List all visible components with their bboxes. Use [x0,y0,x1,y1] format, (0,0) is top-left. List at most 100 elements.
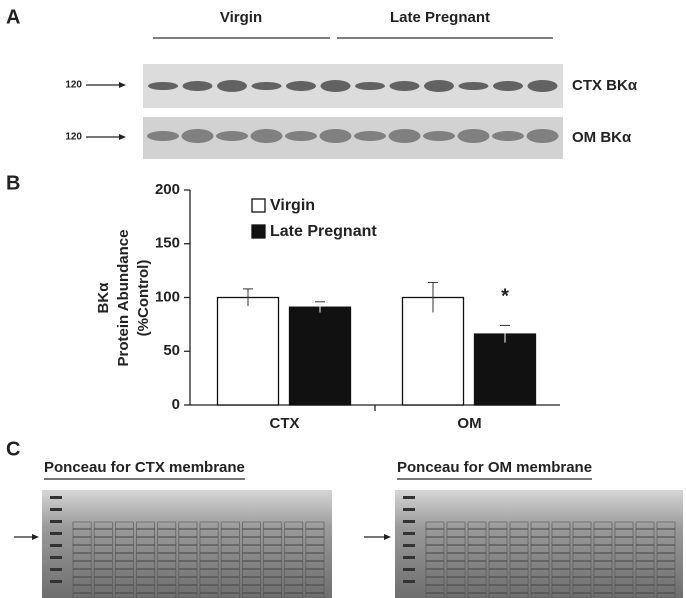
lane-band [242,528,261,530]
bar-chart: 0 50 100 150 200 BKα Protein Abundance (%Contro… [95,181,560,432]
lane-band [510,576,528,578]
lane-band [115,536,134,538]
lane-band [157,552,176,554]
lane-band [657,560,675,562]
lane-band [94,552,113,554]
lane-band [178,592,197,594]
lane-band [157,536,176,538]
lane-band [594,576,612,578]
lane-band [94,560,113,562]
ladder-band [50,520,62,523]
lane-band [94,584,113,586]
bar [216,296,280,406]
lane-band [115,544,134,546]
lane-band [115,592,134,594]
lane-band [426,576,444,578]
legend-swatch [251,224,266,239]
lane-band [615,576,633,578]
lane-band [531,576,549,578]
lane-band [552,552,570,554]
ladder-band [50,568,62,571]
lane-band [73,552,92,554]
lane-band [594,536,612,538]
panel-letter: A [6,6,20,28]
lane-band [594,592,612,594]
lane-band [468,528,486,530]
lane-band [489,592,507,594]
lane-band [573,560,591,562]
lane-band [242,584,261,586]
lane-band [489,528,507,530]
lane-band [221,568,240,570]
lane-band [136,584,155,586]
lane-band [263,544,282,546]
lane-band [489,560,507,562]
lane-band [73,536,92,538]
lane-band [657,552,675,554]
lane-band [489,584,507,586]
lane-band [531,568,549,570]
band [250,129,283,143]
lane-band [510,592,528,594]
band [457,129,490,143]
lane-band [510,528,528,530]
ladder-band [403,520,415,523]
lane-band [200,552,219,554]
lane-band [594,584,612,586]
lane-band [200,576,219,578]
lane-band [73,528,92,530]
lane-band [615,560,633,562]
lane-band [73,584,92,586]
marker-label: 120 [65,80,82,91]
lane-band [468,576,486,578]
lane-band [531,560,549,562]
band [354,131,386,141]
lane-band [447,528,465,530]
band [182,81,213,91]
lane-band [573,544,591,546]
lane-band [242,552,261,554]
lane-band [531,592,549,594]
y-axis-label: BKα [95,282,112,314]
lane-band [221,560,240,562]
band [148,82,178,90]
lane-band [636,576,654,578]
x-tick-label: CTX [270,415,300,432]
lane-band [489,544,507,546]
lane-band [157,544,176,546]
lane-band [200,560,219,562]
ladder-band [403,496,415,499]
blot-label: OM BKα [572,129,632,146]
arrow-head [119,134,126,140]
ladder-band [403,580,415,583]
lane-band [594,568,612,570]
lane-band [73,544,92,546]
band [527,80,558,92]
lane-band [221,576,240,578]
group-label: Virgin [220,9,262,26]
bar [473,333,537,406]
lane-band [94,592,113,594]
lane-band [447,592,465,594]
lane-band [178,552,197,554]
lane-band [552,560,570,562]
lane-band [200,568,219,570]
lane-band [636,552,654,554]
lane-band [178,576,197,578]
lane-band [200,584,219,586]
band [216,131,248,141]
lane-band [552,528,570,530]
blot-label: CTX BKα [572,77,638,94]
lane-band [94,536,113,538]
lane-band [157,560,176,562]
ladder-band [50,580,62,583]
lane-band [552,584,570,586]
lane-band [178,544,197,546]
lane-band [615,528,633,530]
lane-band [468,592,486,594]
lane-band [636,536,654,538]
lane-band [468,536,486,538]
lane-band [284,536,303,538]
legend-label: Virgin [270,197,315,214]
